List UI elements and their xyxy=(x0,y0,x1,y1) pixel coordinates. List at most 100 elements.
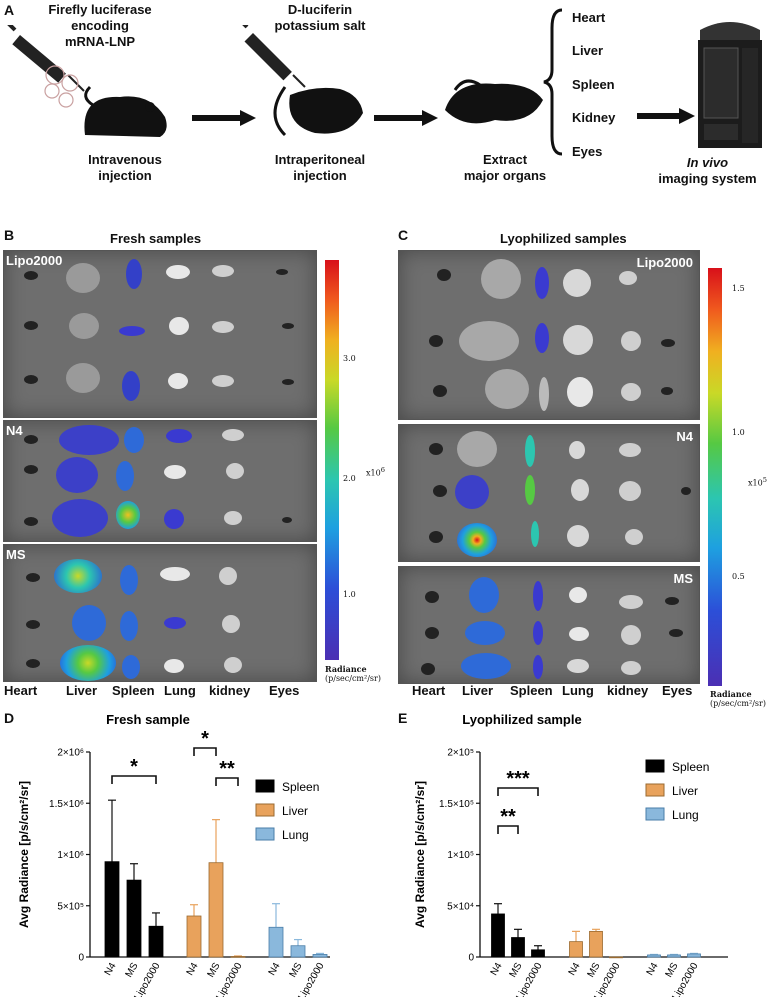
y-axis-label: Avg Radiance [p/s/cm²/sr] xyxy=(17,781,31,928)
kidney-organ xyxy=(621,625,641,645)
bar xyxy=(208,862,224,958)
lyo-organ-labels: Heart Liver Spleen Lung kidney Eyes xyxy=(412,683,702,701)
eyes-organ xyxy=(669,629,683,637)
organ-label: Liver xyxy=(462,683,494,698)
liver-organ xyxy=(485,369,529,409)
lung-organ xyxy=(567,659,589,673)
panel-d-letter: D xyxy=(4,710,15,726)
step3-caption-line2: major organs xyxy=(463,168,547,183)
organ-label: Liver xyxy=(66,683,98,698)
panel-b-title: Fresh samples xyxy=(110,231,202,246)
eyes-organ xyxy=(282,323,294,329)
y-tick-label: 1×10⁶ xyxy=(57,850,84,861)
spleen-organ xyxy=(116,501,140,529)
kidney-organ xyxy=(222,429,244,441)
organ-kidney: Kidney xyxy=(572,110,616,125)
spleen-organ xyxy=(539,377,549,411)
y-tick-label: 5×10⁴ xyxy=(447,901,474,912)
bar xyxy=(647,954,661,958)
legend-swatch xyxy=(645,783,665,797)
liver-organ xyxy=(465,621,505,645)
heart-organ xyxy=(425,627,439,639)
colorbar-tick: 1.0 xyxy=(732,428,745,437)
colorbar-tick: 0.5 xyxy=(732,572,745,581)
step2-caption-line2: injection xyxy=(293,168,347,183)
colorbar-multiplier: x106 xyxy=(366,466,385,478)
significance-label: ** xyxy=(500,806,516,828)
lung-organ xyxy=(571,479,589,501)
lung-organ xyxy=(166,265,190,279)
fresh-lipo2000-image: Lipo2000 xyxy=(3,250,317,418)
kidney-organ xyxy=(625,529,643,545)
bar xyxy=(230,956,246,958)
y-tick-label: 2×10⁵ xyxy=(447,748,474,759)
significance-label: *** xyxy=(506,768,530,790)
syringe-icon xyxy=(242,25,306,88)
bar xyxy=(569,941,583,958)
chart-e: Lyophilized sample Avg Radiance [p/s/cm²/… xyxy=(413,712,728,997)
fresh-n4-image: N4 xyxy=(3,420,317,542)
y-axis-label: Avg Radiance [p/s/cm²/sr] xyxy=(413,781,427,928)
spleen-organ xyxy=(120,565,138,595)
bar xyxy=(589,930,603,958)
organ-label: kidney xyxy=(209,683,251,698)
fresh-ms-image: MS xyxy=(3,544,317,682)
liver-organ xyxy=(461,653,511,679)
liver-organ xyxy=(481,259,521,299)
legend-label: Lung xyxy=(672,808,699,822)
eyes-organ xyxy=(276,269,288,275)
kidney-organ xyxy=(212,265,234,277)
legend-label: Lung xyxy=(282,828,309,842)
heart-organ xyxy=(425,591,439,603)
legend-label: Liver xyxy=(672,784,698,798)
arrow-icon xyxy=(637,108,695,124)
organ-label: Spleen xyxy=(112,683,155,698)
fresh-colorbar xyxy=(325,260,339,660)
spleen-organ xyxy=(525,435,535,467)
x-tick-label: N4 xyxy=(489,961,505,978)
lyo-n4-image: N4 xyxy=(398,424,700,562)
y-tick-label: 1.5×10⁶ xyxy=(49,799,84,810)
x-tick-label: MS xyxy=(124,961,141,980)
lung-organ xyxy=(563,269,591,297)
liver-organ xyxy=(60,645,116,681)
organ-label: Lung xyxy=(562,683,594,698)
significance-label: ** xyxy=(219,758,235,780)
imaging-system-icon xyxy=(698,22,762,148)
organ-label: Heart xyxy=(4,683,38,698)
liver-organ xyxy=(457,523,497,557)
y-tick-label: 1.5×10⁵ xyxy=(439,799,474,810)
lung-organ xyxy=(164,465,186,479)
eyes-organ xyxy=(661,387,673,395)
arrow-icon xyxy=(374,110,438,126)
mouse-icon xyxy=(273,86,363,137)
eyes-organ xyxy=(282,379,294,385)
bar xyxy=(148,925,164,958)
liver-organ xyxy=(66,263,100,293)
spleen-organ xyxy=(533,655,543,679)
step1-title-line1: Firefly luciferase xyxy=(48,2,152,17)
spleen-organ xyxy=(122,371,140,401)
liver-organ xyxy=(459,321,519,361)
step3-caption: Extract major organs xyxy=(440,152,570,184)
syringe-icon xyxy=(7,25,85,92)
step1-caption: Intravenous injection xyxy=(50,152,200,184)
bar xyxy=(667,954,681,958)
liver-organ xyxy=(457,431,497,467)
lyo-colorbar xyxy=(708,268,722,686)
liver-organ xyxy=(54,559,102,593)
step4-caption-line2: imaging system xyxy=(658,171,757,186)
legend-label: Spleen xyxy=(282,780,319,794)
spleen-organ xyxy=(120,611,138,641)
liver-organ xyxy=(72,605,106,641)
x-tick-label: N4 xyxy=(645,961,661,978)
colorbar-multiplier-exp: 6 xyxy=(380,466,385,474)
x-tick-label: N4 xyxy=(103,961,119,978)
legend-swatch xyxy=(645,759,665,773)
bar xyxy=(312,954,328,958)
bar xyxy=(186,915,202,958)
colorbar-multiplier-base: x10 xyxy=(366,468,381,478)
liver-organ xyxy=(69,313,99,339)
step4-caption-line1: In vivo xyxy=(686,155,729,170)
significance-bracket xyxy=(497,787,539,796)
